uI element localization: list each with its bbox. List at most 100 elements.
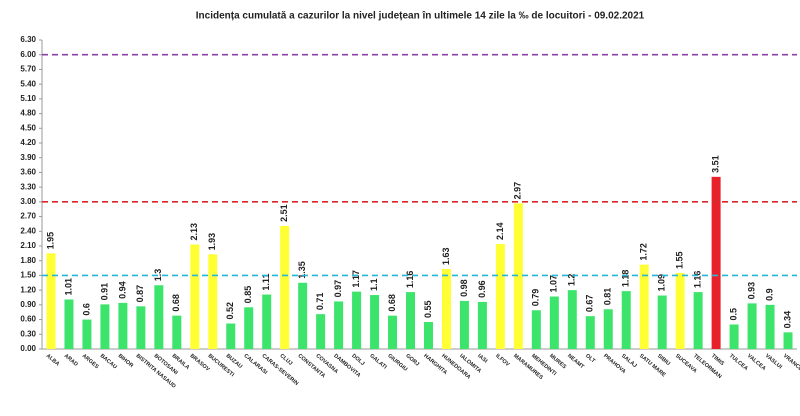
y-tick-label: 2.10 (20, 241, 36, 250)
bar (711, 176, 721, 349)
bar (495, 244, 505, 349)
value-label: 0.96 (477, 280, 487, 298)
bar (370, 295, 380, 349)
bar (459, 300, 469, 349)
x-tick-label: BACAU (99, 353, 118, 370)
value-label: 0.67 (585, 295, 595, 313)
y-tick-label: 0.30 (20, 329, 36, 338)
value-label: 0.93 (746, 282, 756, 300)
x-tick-label: CLUJ (278, 353, 293, 367)
value-label: 1.35 (297, 261, 307, 279)
bar (334, 301, 344, 349)
x-tick-label: GORJ (404, 353, 420, 368)
bar (531, 310, 541, 349)
value-label: 0.6 (81, 303, 91, 316)
y-tick-label: 6.00 (20, 50, 36, 59)
value-label: 2.97 (513, 182, 523, 200)
y-tick-label: 5.40 (20, 79, 36, 88)
value-label: 0.94 (117, 281, 127, 299)
bar (729, 324, 739, 349)
bar (298, 282, 308, 349)
y-tick-label: 3.90 (20, 153, 36, 162)
bar (352, 291, 362, 349)
bar (603, 309, 613, 349)
value-label: 0.81 (603, 288, 613, 306)
y-tick-label: 4.80 (20, 109, 36, 118)
y-tick-label: 0.90 (20, 300, 36, 309)
chart-title: Incidența cumulată a cazurilor la nivel … (196, 11, 645, 22)
value-label: 0.34 (782, 311, 792, 329)
y-tick-label: 2.70 (20, 212, 36, 221)
y-tick-label: 5.70 (20, 65, 36, 74)
value-label: 1.95 (45, 232, 55, 250)
x-tick-label: ILFOV (494, 353, 511, 368)
x-tick-label: VALCEA (746, 353, 767, 372)
value-label: 0.5 (728, 308, 738, 321)
value-label: 0.85 (243, 286, 253, 304)
value-label: 1.2 (567, 274, 577, 287)
x-tick-label: OLT (584, 353, 596, 365)
value-label: 0.79 (531, 289, 541, 307)
bar (477, 301, 487, 349)
y-tick-label: 3.00 (20, 197, 36, 206)
x-tick-label: IASI (476, 353, 488, 365)
value-label: 2.51 (279, 204, 289, 222)
x-tick-label: ARGES (81, 353, 100, 370)
value-label: 2.14 (495, 223, 505, 241)
value-label: 0.97 (333, 280, 343, 298)
value-label: 1.72 (639, 243, 649, 261)
bar (46, 253, 56, 349)
x-tick-label: DOLJ (350, 353, 365, 367)
x-tick-label: VRANCEA (782, 353, 800, 375)
value-label: 0.52 (225, 302, 235, 320)
y-tick-label: 1.20 (20, 285, 36, 294)
bar (262, 294, 272, 349)
value-label: 1.1 (369, 279, 379, 292)
x-tick-label: ARAD (63, 353, 79, 368)
y-tick-label: 4.20 (20, 138, 36, 147)
bar (388, 315, 398, 349)
value-label: 1.55 (675, 251, 685, 269)
bar (441, 269, 451, 349)
y-tick-label: 3.60 (20, 168, 36, 177)
bar (693, 292, 703, 349)
y-tick-label: 0.60 (20, 315, 36, 324)
bar (100, 304, 110, 349)
value-label: 1.63 (441, 248, 451, 266)
bar (208, 254, 218, 349)
bar (64, 299, 74, 349)
value-label: 0.87 (135, 285, 145, 303)
bar (172, 315, 182, 349)
y-tick-label: 2.40 (20, 226, 36, 235)
bar (783, 332, 793, 349)
x-tick-label: BIHOR (117, 353, 134, 369)
bar (118, 302, 128, 349)
bar (657, 295, 667, 349)
y-tick-label: 6.30 (20, 35, 36, 44)
value-label: 0.68 (387, 294, 397, 312)
bar (549, 296, 559, 349)
value-label: 1.16 (693, 271, 703, 289)
x-tick-label: NEAMT (566, 353, 585, 371)
bar (190, 244, 200, 349)
bar (675, 272, 685, 349)
bar (621, 291, 631, 349)
bar (136, 306, 146, 349)
value-label: 1.16 (405, 271, 415, 289)
x-tick-label: ALBA (45, 353, 61, 367)
bar (154, 285, 164, 349)
value-label: 1.17 (351, 270, 361, 288)
bar (747, 303, 757, 349)
y-tick-label: 3.30 (20, 182, 36, 191)
bar (765, 304, 775, 349)
bar (513, 203, 523, 349)
value-label: 1.3 (153, 269, 163, 282)
value-label: 0.71 (315, 293, 325, 311)
value-label: 0.68 (171, 294, 181, 312)
bar (280, 225, 290, 349)
bar (244, 307, 254, 349)
value-label: 0.91 (99, 283, 109, 301)
value-label: 0.9 (764, 288, 774, 301)
y-tick-label: 0.00 (20, 344, 36, 353)
